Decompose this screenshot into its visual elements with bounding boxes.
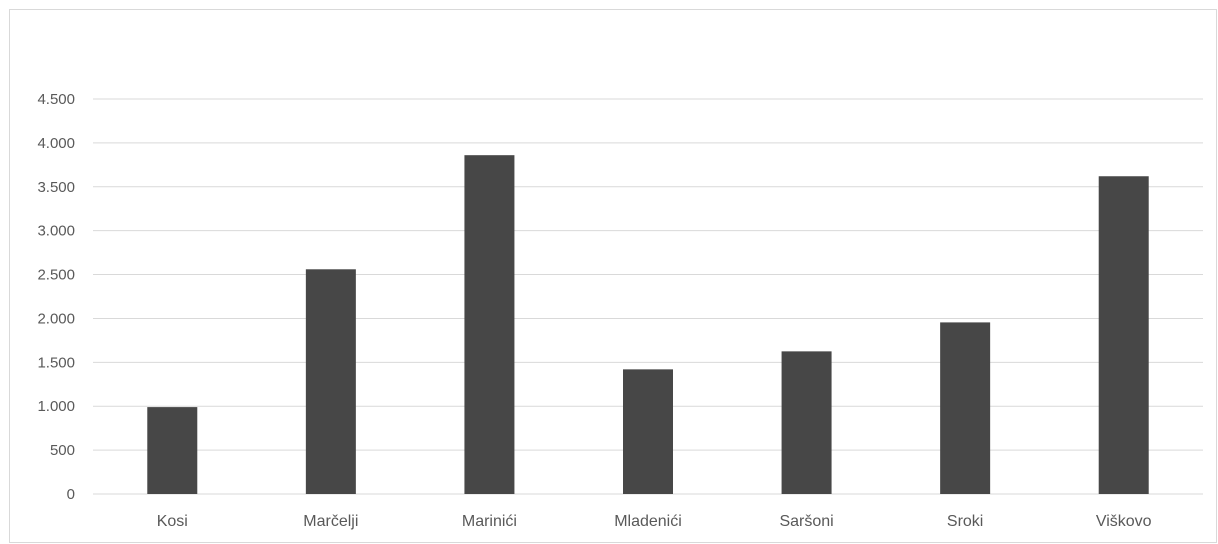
x-category-label: Kosi [157,513,188,530]
y-tick-label: 3.500 [37,179,75,196]
y-axis-tick-labels: 0 500 1.000 1.500 2.000 2.500 3.000 3.500 4.000 4… [37,91,75,503]
bar [623,369,673,494]
bar [940,322,991,494]
y-tick-label: 1.500 [37,354,75,371]
y-tick-label: 0 [67,486,75,503]
y-tick-label: 3.000 [37,223,75,240]
x-category-label: Viškovo [1096,513,1152,530]
x-category-label: Marinići [462,513,517,530]
x-category-label: Mladenići [614,513,682,530]
bar [781,351,832,494]
x-axis-category-labels: Kosi Marčelji Marinići Mladenići Saršoni Srok… [157,513,1152,530]
x-category-label: Marčelji [303,513,358,530]
gridlines [93,98,1203,495]
bar [147,407,198,494]
y-tick-label: 4.500 [37,91,75,108]
y-tick-label: 2.500 [37,267,75,284]
y-tick-label: 500 [50,442,75,459]
y-tick-label: 2.000 [37,310,75,327]
bar [1098,176,1149,494]
bar [464,155,515,494]
x-category-label: Saršoni [779,513,833,530]
chart-frame [9,9,1217,543]
x-category-label: Sroki [947,513,983,530]
bar [305,269,356,494]
y-tick-label: 1.000 [37,398,75,415]
bars [147,155,1149,494]
y-tick-label: 4.000 [37,135,75,152]
